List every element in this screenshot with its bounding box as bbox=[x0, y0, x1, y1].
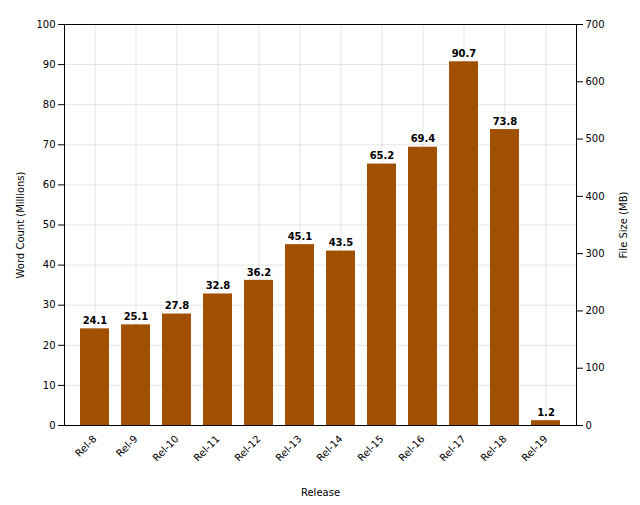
svg-text:Rel-9: Rel-9 bbox=[114, 433, 140, 459]
svg-text:40: 40 bbox=[43, 259, 56, 270]
svg-text:400: 400 bbox=[586, 191, 605, 202]
svg-text:Rel-15: Rel-15 bbox=[355, 433, 385, 463]
svg-text:1.2: 1.2 bbox=[537, 407, 555, 418]
svg-text:Rel-18: Rel-18 bbox=[478, 433, 508, 463]
svg-text:20: 20 bbox=[43, 340, 56, 351]
svg-text:90.7: 90.7 bbox=[452, 48, 477, 59]
svg-text:200: 200 bbox=[586, 305, 605, 316]
svg-text:300: 300 bbox=[586, 248, 605, 259]
svg-text:25.1: 25.1 bbox=[124, 311, 149, 322]
svg-text:Rel-14: Rel-14 bbox=[314, 433, 344, 463]
svg-text:700: 700 bbox=[586, 19, 605, 30]
svg-text:Rel-16: Rel-16 bbox=[396, 433, 426, 463]
svg-text:45.1: 45.1 bbox=[288, 231, 313, 242]
svg-text:Rel-12: Rel-12 bbox=[232, 433, 262, 463]
svg-text:32.8: 32.8 bbox=[206, 280, 231, 291]
svg-text:24.1: 24.1 bbox=[83, 315, 108, 326]
svg-text:Rel-13: Rel-13 bbox=[273, 433, 303, 463]
svg-text:50: 50 bbox=[43, 219, 56, 230]
svg-text:70: 70 bbox=[43, 139, 56, 150]
svg-text:Rel-10: Rel-10 bbox=[150, 433, 180, 463]
svg-text:500: 500 bbox=[586, 133, 605, 144]
svg-text:43.5: 43.5 bbox=[329, 237, 354, 248]
svg-text:65.2: 65.2 bbox=[370, 150, 395, 161]
svg-text:27.8: 27.8 bbox=[165, 300, 190, 311]
svg-text:69.4: 69.4 bbox=[411, 133, 436, 144]
svg-text:Rel-19: Rel-19 bbox=[519, 433, 549, 463]
svg-text:Rel-11: Rel-11 bbox=[191, 433, 221, 463]
svg-text:Release: Release bbox=[301, 487, 340, 498]
svg-text:10: 10 bbox=[43, 380, 56, 391]
svg-text:0: 0 bbox=[49, 420, 55, 431]
svg-text:100: 100 bbox=[36, 19, 55, 30]
svg-text:73.8: 73.8 bbox=[493, 116, 518, 127]
svg-text:0: 0 bbox=[586, 420, 592, 431]
svg-text:100: 100 bbox=[586, 362, 605, 373]
svg-text:30: 30 bbox=[43, 299, 56, 310]
svg-text:600: 600 bbox=[586, 76, 605, 87]
svg-text:36.2: 36.2 bbox=[247, 267, 272, 278]
svg-text:80: 80 bbox=[43, 99, 56, 110]
svg-text:60: 60 bbox=[43, 179, 56, 190]
svg-text:Rel-17: Rel-17 bbox=[437, 433, 467, 463]
svg-text:Word Count (Millions): Word Count (Millions) bbox=[15, 171, 26, 278]
svg-text:90: 90 bbox=[43, 59, 56, 70]
svg-text:File Size (MB): File Size (MB) bbox=[618, 191, 629, 258]
svg-text:Rel-8: Rel-8 bbox=[73, 433, 99, 459]
